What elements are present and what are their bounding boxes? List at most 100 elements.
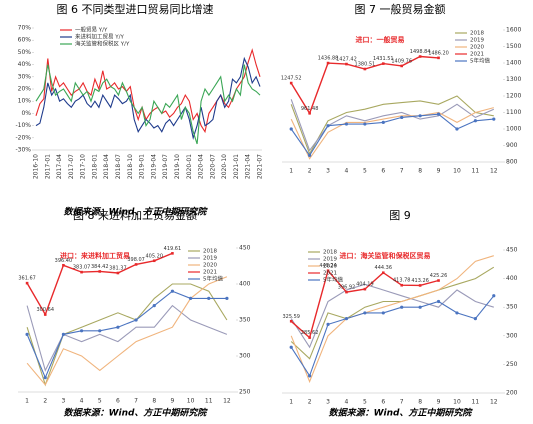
legend-label: 2021 — [323, 271, 337, 277]
point-marker — [363, 311, 367, 315]
x-tick-label: 2020-07 — [209, 154, 216, 179]
x-tick-label: 8 — [418, 399, 422, 406]
point-marker — [455, 311, 459, 315]
point-marker — [289, 127, 293, 131]
point-marker — [492, 294, 496, 298]
point-marker — [170, 289, 175, 293]
y2-tick-label: 900 — [506, 142, 518, 149]
value-label: 449.24 — [319, 263, 337, 269]
y2-tick-label: 400 — [506, 275, 518, 282]
point-marker — [437, 279, 440, 282]
legend-label: 2021 — [203, 270, 217, 276]
point-marker — [344, 317, 349, 321]
point-marker — [134, 263, 138, 266]
legend-label: 2019 — [323, 257, 337, 263]
point-marker — [308, 111, 311, 115]
annotation: 进口：一般贸易 — [356, 35, 405, 44]
x-tick-label: 2020-10 — [221, 154, 228, 179]
y2-tick-label: 200 — [506, 390, 518, 397]
point-marker — [79, 329, 84, 333]
legend-label: 2018 — [323, 250, 337, 256]
point-marker — [363, 122, 367, 126]
x-tick-label: 3 — [326, 168, 330, 175]
point-marker — [289, 81, 293, 85]
point-marker — [418, 305, 422, 309]
point-marker — [400, 305, 404, 309]
y2-tick-label: 450 — [506, 247, 518, 254]
value-label: 1436.88 — [318, 56, 339, 62]
series-line — [290, 99, 495, 152]
series-line — [290, 107, 494, 160]
legend-label: 5年均值 — [203, 275, 223, 283]
point-marker — [225, 296, 229, 300]
y2-tick-label: 300 — [506, 332, 518, 339]
x-tick-label: 12 — [490, 168, 498, 175]
value-label: 396.40 — [55, 258, 73, 264]
value-label: 285.62 — [301, 330, 319, 336]
x-tick-label: 2019-07 — [162, 154, 169, 179]
y2-tick-label: 1000 — [506, 126, 521, 133]
y2-tick-label: 300 — [239, 353, 251, 360]
point-marker — [473, 119, 477, 123]
x-tick-label: 8 — [152, 398, 156, 405]
series-line — [290, 266, 495, 360]
series-line — [290, 113, 494, 157]
x-tick-label: 3 — [62, 398, 66, 405]
legend-label: 2019 — [203, 256, 217, 262]
point-marker — [492, 117, 496, 121]
value-label: 444.36 — [375, 265, 393, 271]
legend-label: 2020 — [203, 263, 217, 269]
point-marker — [363, 287, 367, 291]
value-label: 413.26 — [411, 278, 429, 284]
point-marker — [134, 318, 138, 322]
point-marker — [116, 271, 120, 275]
point-marker — [326, 61, 330, 65]
point-marker — [345, 290, 348, 294]
x-tick-label: 5 — [98, 398, 102, 405]
value-label: 404.19 — [356, 282, 374, 288]
series-line — [290, 95, 494, 156]
point-marker — [363, 67, 367, 71]
point-marker — [43, 376, 47, 380]
value-label: 396.92 — [338, 285, 356, 291]
chart-title: 图 8 来进料加工贸易金额 — [73, 208, 197, 222]
annotation: 进口：海关监管和保税区贸易 — [340, 251, 431, 260]
series-line — [26, 290, 227, 380]
y-tick-label: 10% — [18, 98, 32, 105]
point-marker — [80, 270, 83, 274]
y2-tick-label: 250 — [506, 361, 518, 368]
source-note: 数据来源：Wind、方正中期研究院 — [329, 408, 474, 419]
y2-tick-label: 1200 — [506, 93, 521, 100]
x-tick-label: 9 — [437, 399, 441, 406]
value-label: 383.07 — [73, 265, 91, 271]
x-tick-label: 5 — [363, 399, 367, 406]
point-marker — [289, 319, 293, 323]
x-tick-label: 2021-04 — [245, 154, 252, 179]
x-tick-label: 2017-10 — [80, 154, 87, 179]
x-tick-label: 10 — [453, 399, 461, 406]
point-marker — [345, 62, 348, 66]
x-tick-label: 1 — [289, 399, 293, 406]
point-marker — [25, 281, 29, 285]
y-tick-label: 0% — [21, 110, 31, 117]
y2-tick-label: 350 — [239, 317, 251, 324]
x-tick-label: 2018-10 — [127, 154, 134, 179]
point-marker — [455, 127, 459, 131]
value-label: 300.64 — [37, 307, 55, 313]
point-marker — [418, 114, 422, 118]
value-label: 1431.51 — [373, 56, 394, 62]
x-tick-label: 10 — [453, 168, 461, 175]
value-label: 413.78 — [393, 278, 411, 284]
legend-label: 5年均值 — [470, 57, 490, 65]
y2-tick-label: 1500 — [506, 43, 521, 50]
x-tick-label: 7 — [134, 398, 138, 405]
x-tick-label: 6 — [116, 398, 120, 405]
point-marker — [418, 55, 422, 58]
x-tick-label: 2017-07 — [68, 154, 75, 179]
point-marker — [61, 332, 66, 336]
value-label: 425.26 — [430, 273, 448, 279]
point-marker — [152, 304, 156, 308]
y-tick-label: -10% — [15, 122, 31, 129]
value-label: 398.07 — [127, 257, 145, 263]
x-tick-label: 10 — [187, 398, 195, 405]
